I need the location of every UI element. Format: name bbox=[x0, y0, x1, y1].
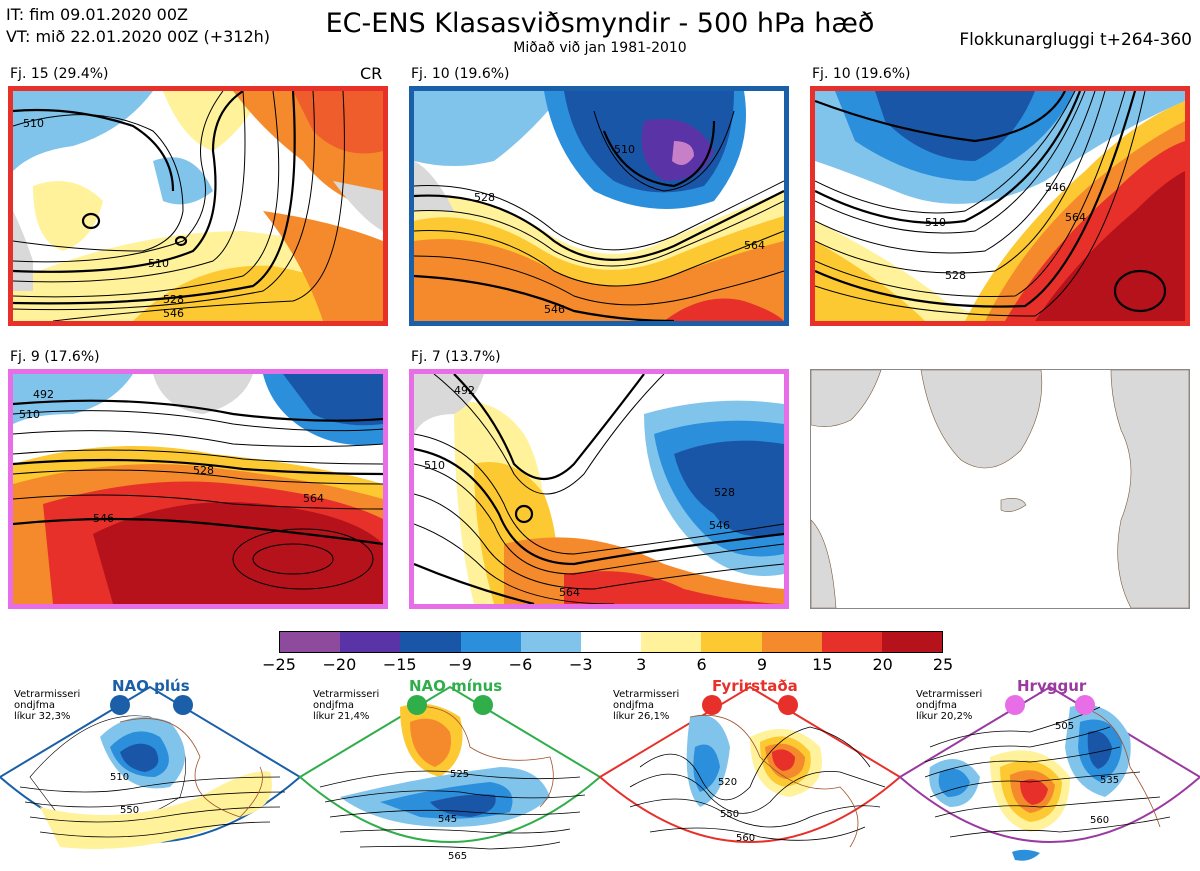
contour-label: 546 bbox=[1045, 181, 1066, 194]
regime-nao-plus: 510 550 bbox=[0, 677, 302, 871]
colorbar-tick-label: −20 bbox=[322, 655, 357, 674]
colorbar-swatch bbox=[761, 632, 822, 652]
regime-contour-label: 525 bbox=[450, 769, 469, 780]
regime-note: Vetrarmisseri ondjfma líkur 21,4% bbox=[313, 689, 380, 722]
regime-nao-minus: 525 545 565 bbox=[298, 677, 602, 871]
empty-basemap bbox=[810, 369, 1190, 609]
regime-title: NAO plús bbox=[112, 677, 190, 695]
contour-label: 546 bbox=[544, 303, 565, 316]
panel-5-label: Fj. 7 (13.7%) bbox=[411, 349, 501, 365]
contour-label: 528 bbox=[945, 269, 966, 282]
it-line: IT: fim 09.01.2020 00Z bbox=[6, 5, 188, 24]
colorbar-tick-label: 9 bbox=[756, 655, 767, 674]
cluster-map-2: 528 510 546 564 bbox=[409, 86, 789, 326]
contour-label: 546 bbox=[93, 512, 114, 525]
header-dates: IT: fim 09.01.2020 00Z VT: mið 22.01.202… bbox=[6, 4, 270, 48]
contour-label: 510 bbox=[925, 216, 946, 229]
colorbar-swatch bbox=[580, 632, 642, 652]
colorbar-swatch bbox=[400, 632, 461, 652]
contour-label: 510 bbox=[424, 459, 445, 472]
regime-title: NAO mínus bbox=[409, 677, 503, 695]
contour-label: 492 bbox=[33, 388, 54, 401]
colorbar-tick-label: −15 bbox=[382, 655, 417, 674]
colorbar-swatch bbox=[881, 632, 943, 652]
colorbar-tick-label: −6 bbox=[508, 655, 533, 674]
regime-note: Vetrarmisseri ondjfma líkur 26,1% bbox=[613, 689, 680, 722]
page-title: EC-ENS Klasasviðsmyndir - 500 hPa hæð bbox=[325, 8, 875, 39]
colorbar bbox=[279, 631, 943, 653]
panel-1-cr-label: CR bbox=[360, 64, 383, 83]
contour-label: 510 bbox=[614, 143, 635, 156]
page-subtitle: Miðað við jan 1981-2010 bbox=[513, 40, 687, 56]
colorbar-tick-label: 25 bbox=[932, 655, 954, 674]
regime-contour-label: 565 bbox=[448, 851, 467, 862]
regime-note: Vetrarmisseri ondjfma líkur 20,2% bbox=[916, 689, 983, 722]
cluster-map-4: 492 510 528 546 564 bbox=[8, 369, 388, 609]
contour-label: 510 bbox=[23, 117, 44, 130]
regime-ridge: 505 535 560 bbox=[898, 677, 1200, 871]
colorbar-tick-label: 6 bbox=[696, 655, 707, 674]
panel-2-label: Fj. 10 (19.6%) bbox=[411, 66, 510, 82]
contour-label: 564 bbox=[559, 586, 580, 599]
cluster-map-1: 510 510 528 546 bbox=[8, 86, 388, 326]
contour-label: 528 bbox=[193, 464, 214, 477]
regime-contour-label: 550 bbox=[120, 805, 139, 816]
regime-title: Hryggur bbox=[1017, 677, 1087, 695]
regime-blocking: 520 550 560 bbox=[598, 677, 902, 871]
contour-label: 564 bbox=[744, 239, 765, 252]
panel-1-label: Fj. 15 (29.4%) bbox=[10, 66, 109, 82]
regime-note: Vetrarmisseri ondjfma líkur 32,3% bbox=[14, 689, 81, 722]
colorbar-tick-label: −3 bbox=[569, 655, 593, 674]
contour-label: 546 bbox=[163, 307, 184, 320]
contour-label: 528 bbox=[714, 486, 735, 499]
contour-label: 528 bbox=[163, 293, 184, 306]
contour-label: 510 bbox=[19, 408, 40, 421]
regime-contour-label: 560 bbox=[1090, 815, 1109, 826]
regime-contour-label: 510 bbox=[110, 772, 129, 783]
colorbar-swatch bbox=[821, 632, 882, 652]
colorbar-tick-label: −9 bbox=[448, 655, 472, 674]
colorbar-swatch bbox=[701, 632, 762, 652]
regime-contour-label: 535 bbox=[1100, 775, 1119, 786]
regime-contour-label: 560 bbox=[736, 833, 755, 844]
colorbar-swatch bbox=[460, 632, 521, 652]
contour-label: 564 bbox=[1065, 211, 1086, 224]
contour-label: 528 bbox=[474, 191, 495, 204]
colorbar-tick-label: 15 bbox=[812, 655, 833, 674]
colorbar-tick-label: 3 bbox=[636, 655, 647, 674]
cluster-map-5: 492 510 528 546 564 bbox=[409, 369, 789, 609]
regime-title: Fyrirstaða bbox=[712, 677, 798, 695]
colorbar-tick-label: −25 bbox=[262, 655, 296, 674]
regime-contour-label: 550 bbox=[720, 809, 739, 820]
regime-contour-label: 505 bbox=[1055, 721, 1074, 732]
cluster-map-3: 510 528 546 564 bbox=[810, 86, 1190, 326]
colorbar-swatch bbox=[520, 632, 581, 652]
colorbar-swatch bbox=[340, 632, 401, 652]
regime-contour-label: 545 bbox=[438, 814, 457, 825]
colorbar-swatch bbox=[280, 632, 341, 652]
contour-label: 510 bbox=[148, 257, 169, 270]
classification-window: Flokkunargluggi t+264-360 bbox=[959, 30, 1192, 50]
contour-label: 546 bbox=[709, 519, 730, 532]
contour-label: 492 bbox=[454, 384, 475, 397]
panel-4-label: Fj. 9 (17.6%) bbox=[10, 349, 100, 365]
panel-3-label: Fj. 10 (19.6%) bbox=[812, 66, 911, 82]
regime-contour-label: 520 bbox=[718, 777, 737, 788]
colorbar-tick-label: 20 bbox=[872, 655, 893, 674]
colorbar-swatch bbox=[641, 632, 702, 652]
vt-line: VT: mið 22.01.2020 00Z (+312h) bbox=[6, 27, 271, 46]
contour-label: 564 bbox=[303, 492, 324, 505]
